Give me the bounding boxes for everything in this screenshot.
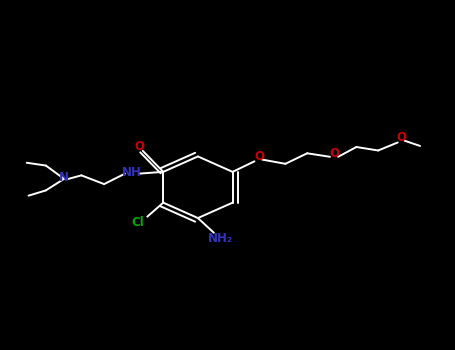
Text: O: O	[329, 147, 339, 160]
Text: NH₂: NH₂	[208, 231, 233, 245]
Text: N: N	[59, 170, 69, 184]
Text: NH: NH	[122, 166, 142, 180]
Text: O: O	[254, 149, 264, 163]
Text: Cl: Cl	[132, 216, 145, 229]
Text: O: O	[134, 140, 144, 153]
Text: O: O	[397, 131, 407, 144]
